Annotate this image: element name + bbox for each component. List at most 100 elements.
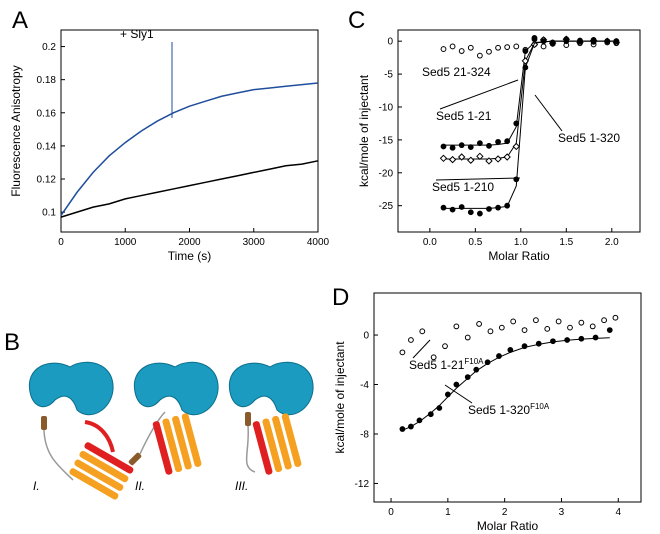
marker [440,46,447,52]
series-label: Sed5 1-21F10A [409,357,484,372]
y-tick-label: 0.18 [37,75,57,86]
sly1 [133,361,219,416]
x-tick-label: 0 [388,507,394,518]
x-tick-label: 2 [502,507,508,518]
marker [613,38,620,45]
y-tick-label: -4 [360,380,369,391]
marker [504,44,511,51]
marker [550,338,556,345]
y-axis-label: Fluorescence Anisotropy [9,65,23,196]
marker [549,39,556,46]
caption: III. [235,479,248,493]
marker [467,156,475,164]
marker [555,318,562,325]
x-tick-label: 0 [58,237,64,248]
marker [495,204,501,211]
marker [467,144,474,151]
helix [84,420,115,453]
model-2: II. [128,361,219,493]
y-tick-label: -8 [360,429,369,440]
bundle [252,413,302,475]
marker [577,38,583,45]
bundle [152,413,202,475]
y-tick-label: 0.1 [42,208,56,219]
n-peptide [245,412,251,426]
marker [507,346,514,353]
marker [504,138,511,145]
leader-line [534,94,563,132]
marker [486,206,492,212]
marker [487,328,494,335]
y-tick-label: -5 [384,70,393,81]
marker [416,417,423,424]
x-axis-label: Time (s) [168,249,212,263]
series-name: + Sly1 [120,27,154,41]
y-tick-label: 0 [387,37,393,48]
marker [467,209,474,216]
x-axis-label: Molar Ratio [477,519,539,533]
series-name: Sed5 1-320 [558,131,620,145]
marker [476,152,484,161]
marker [521,343,528,350]
x-tick-label: 3000 [243,237,266,248]
x-tick-label: 1.5 [559,237,573,248]
marker [453,323,460,330]
marker [467,44,474,51]
marker [498,324,505,331]
marker [457,153,466,161]
data-line [60,82,319,216]
y-axis-label: kcal/mole of injectant [357,74,371,187]
x-tick-label: 4000 [307,237,330,248]
plot-frame [60,29,319,233]
series-name: Sed5 1-320 [468,403,530,417]
series-label: Sed5 1-320 [558,131,620,145]
marker [440,204,447,211]
marker [495,44,501,51]
model-1: I. [28,361,134,500]
panel-letter: C [348,7,365,34]
marker [476,140,483,147]
y-tick-label: 0 [363,331,369,342]
marker [612,314,619,321]
marker [486,142,492,149]
marker [464,374,471,380]
marker [449,206,456,213]
series-label: + Sly1 [120,27,154,41]
y-tick-label: 0.16 [37,108,57,119]
marker [399,426,406,432]
series-label: Sed5 21-324 [422,65,491,79]
marker [464,334,471,341]
marker [476,321,482,327]
x-tick-label: 2.0 [605,237,619,248]
marker [496,353,502,359]
marker [449,43,456,50]
series-label: Sed5 1-21 [436,109,492,123]
caption: II. [135,479,145,493]
marker [522,64,529,71]
sly1 [228,361,314,416]
n-peptide [128,452,142,466]
marker [578,319,585,326]
marker [476,52,483,59]
marker [531,34,538,41]
panel-letter: A [12,7,28,34]
caption: I. [33,479,40,493]
x-tick-label: 0.5 [468,237,482,248]
series-name: Sed5 1-210 [432,180,494,194]
marker [503,153,511,161]
n-peptide [41,416,47,430]
marker [453,381,460,388]
leader-line [412,339,431,359]
marker [408,337,414,343]
marker [544,325,551,332]
leader-line [439,79,519,110]
marker [439,154,448,163]
marker [399,349,406,356]
marker [563,36,570,43]
marker [444,391,451,398]
y-tick-label: 0.14 [37,141,57,152]
panel-b: B I. II. [4,329,314,500]
marker [578,335,585,342]
marker [589,323,596,330]
